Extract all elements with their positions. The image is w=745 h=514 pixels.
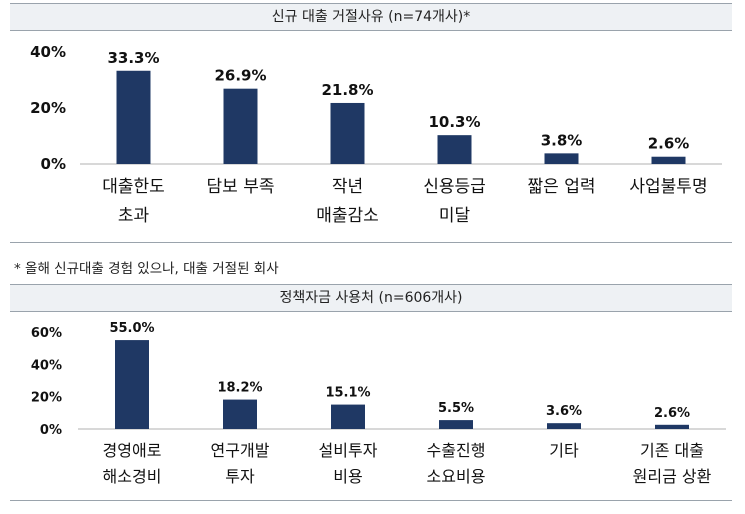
chart2-data-label: 2.6% (654, 406, 690, 421)
chart2-title: 정책자금 사용처 (n=606개사) (10, 284, 732, 312)
chart1-bar (116, 70, 151, 164)
chart1-data-label: 3.8% (541, 131, 583, 149)
chart1-bar (223, 88, 258, 164)
chart2-data-label: 5.5% (438, 401, 474, 416)
chart1-category-label: 작년 (332, 177, 363, 197)
chart1-title: 신규 대출 거절사유 (n=74개사)* (10, 3, 732, 31)
chart2-bar (223, 399, 257, 429)
chart1-category-label: 초과 (118, 206, 150, 226)
chart1-data-label: 33.3% (107, 49, 159, 67)
chart2-category-label: 소요비용 (427, 467, 486, 486)
chart1-data-label: 2.6% (648, 135, 690, 153)
chart2-category-label: 연구개발 (211, 441, 270, 460)
chart1-ytick-label: 20% (30, 99, 66, 117)
chart2-category-label: 비용 (333, 467, 362, 486)
chart2-bar (655, 424, 689, 429)
chart2-category-label: 기존 대출 (640, 441, 704, 460)
chart2-bar (547, 423, 581, 429)
chart1-bottom-divider (10, 242, 732, 243)
chart1-ytick-label: 40% (30, 43, 66, 61)
chart2-data-label: 55.0% (109, 321, 154, 336)
chart1-bar (330, 102, 365, 164)
chart2-data-label: 18.2% (217, 381, 262, 396)
chart2-category-label: 투자 (225, 467, 255, 486)
chart2-bottom-divider (10, 500, 732, 501)
chart2-category-label: 설비투자 (319, 441, 378, 460)
footnote: * 올해 신규대출 경험 있으나, 대출 거절된 회사 (14, 261, 279, 277)
chart1-category-label: 사업불투명 (629, 177, 707, 197)
chart1-data-label: 21.8% (321, 81, 373, 99)
chart1-category-label: 신용등급 (423, 177, 486, 197)
chart2-bar (439, 420, 473, 429)
chart2-data-label: 3.6% (546, 404, 582, 419)
chart1-ytick-label: 0% (41, 155, 66, 173)
chart1-category-label: 대출한도 (102, 177, 165, 197)
chart2-category-label: 기타 (549, 441, 579, 460)
chart1-data-label: 26.9% (214, 67, 266, 85)
chart2-bar (331, 404, 365, 429)
chart1-bar (437, 135, 472, 164)
chart2-category-label: 원리금 상환 (633, 467, 712, 486)
chart1-bar (651, 156, 686, 164)
chart2-category-label: 해소경비 (103, 467, 162, 486)
chart2-ytick-label: 20% (31, 391, 62, 406)
chart1-category-label: 담보 부족 (207, 177, 275, 197)
chart1-data-label: 10.3% (428, 113, 480, 131)
chart2-ytick-label: 40% (31, 358, 62, 373)
chart1-bar (544, 153, 579, 164)
chart1-category-label: 미달 (439, 206, 471, 226)
chart2-category-label: 수출진행 (427, 441, 486, 460)
chart1-category-label: 짧은 업력 (528, 177, 596, 197)
chart1-category-label: 매출감소 (316, 206, 379, 226)
chart2-category-label: 경영애로 (103, 441, 162, 460)
chart2-ytick-label: 0% (40, 423, 62, 438)
chart2-ytick-label: 60% (31, 326, 62, 341)
chart2-bar (115, 340, 149, 429)
chart2-data-label: 15.1% (325, 386, 370, 401)
